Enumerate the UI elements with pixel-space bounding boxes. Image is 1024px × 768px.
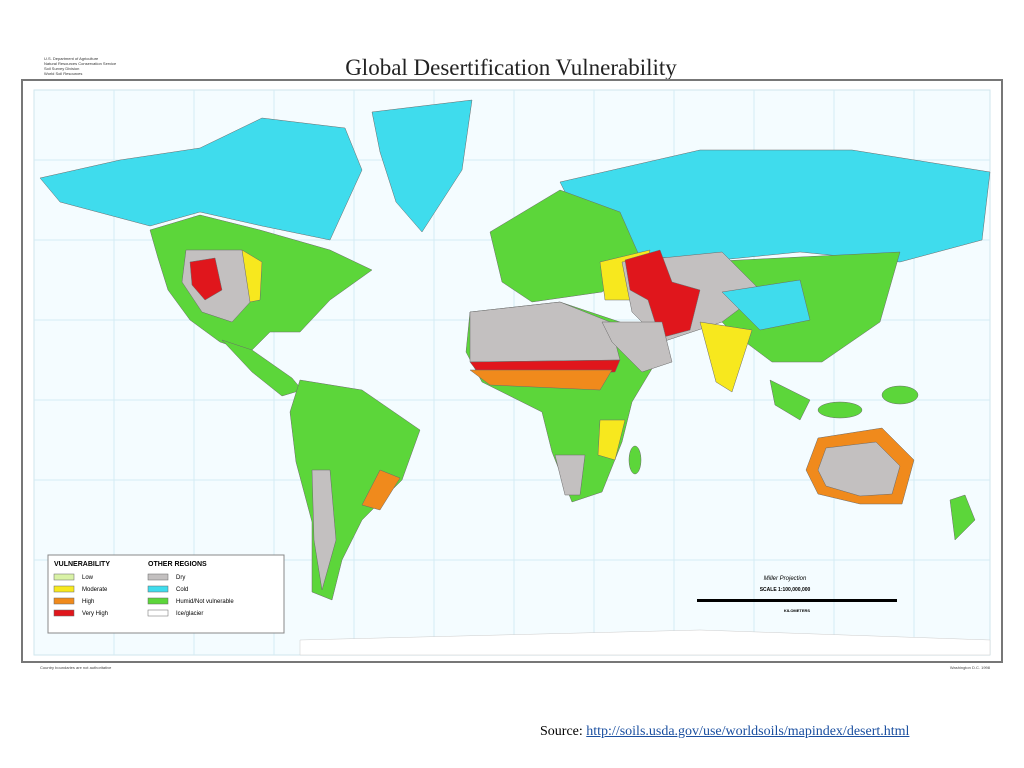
footer-note: Country boundaries are not authoritative	[40, 665, 112, 670]
legend-label: Cold	[176, 587, 188, 593]
source-link[interactable]: http://soils.usda.gov/use/worldsoils/map…	[586, 724, 910, 739]
scale-bar: Miller Projection SCALE 1:100,000,000 KI…	[697, 576, 897, 613]
map-title: Global Desertification Vulnerability	[345, 55, 677, 80]
footer-credit: Washington D.C. 1998	[950, 665, 991, 670]
agency-block: U.S. Department of Agriculture Natural R…	[44, 56, 117, 76]
legend-label: Low	[82, 575, 94, 581]
source-line: Source: http://soils.usda.gov/use/worlds…	[540, 724, 909, 740]
agency-line: World Soil Resources	[44, 71, 82, 76]
agency-line: U.S. Department of Agriculture	[44, 56, 99, 61]
legend-swatch	[147, 573, 169, 581]
legend-heading: VULNERABILITY	[54, 561, 110, 568]
legend-label: Very High	[82, 611, 108, 617]
legend-swatch	[53, 597, 75, 605]
legend-heading: OTHER REGIONS	[148, 561, 207, 568]
legend-label: Moderate	[82, 587, 108, 593]
land	[39, 99, 991, 656]
legend-swatch	[53, 609, 75, 617]
scale-unit: KILOMETERS	[784, 608, 811, 613]
scale-ratio: SCALE 1:100,000,000	[760, 587, 811, 593]
legend-label: Dry	[176, 575, 185, 581]
legend-swatch	[147, 597, 169, 605]
legend-label: High	[82, 599, 94, 605]
source-label: Source:	[540, 724, 583, 739]
agency-line: Natural Resources Conservation Service	[44, 61, 117, 66]
scale-line	[697, 599, 897, 602]
legend-swatch	[53, 585, 75, 593]
legend-swatch	[147, 585, 169, 593]
legend-box	[47, 554, 285, 634]
projection: Miller Projection	[764, 576, 807, 582]
legend-swatch	[53, 573, 75, 581]
legend-label: Humid/Not vulnerable	[176, 599, 234, 605]
legend-label: Ice/glacier	[176, 611, 203, 617]
agency-line: Soil Survey Division	[44, 66, 79, 71]
legend: VULNERABILITY OTHER REGIONS Low Moderate H…	[47, 554, 285, 634]
legend-swatch	[147, 609, 169, 617]
